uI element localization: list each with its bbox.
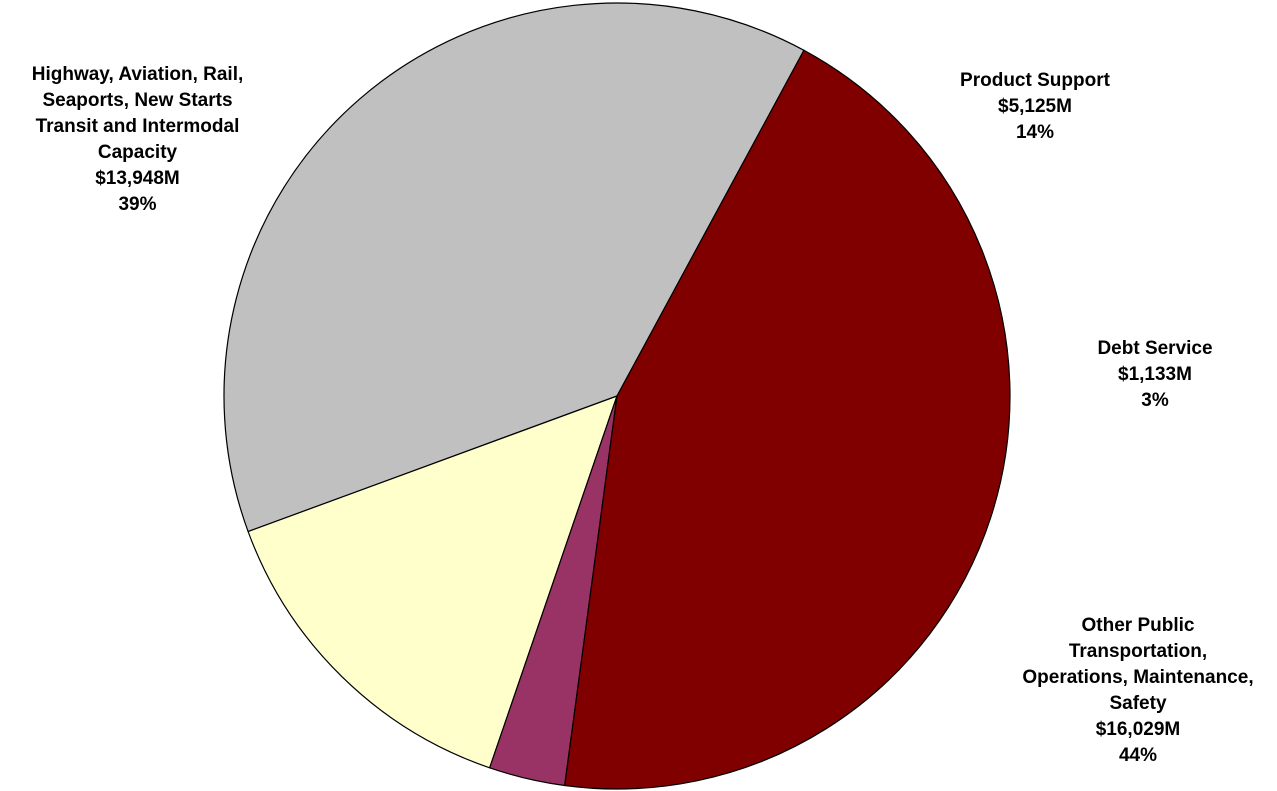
- pie-slice-highway-aviation-rail: [223, 2, 805, 533]
- label-percent: 3%: [1141, 390, 1169, 411]
- label-value: $13,948M: [95, 168, 180, 189]
- label-value: $5,125M: [998, 96, 1072, 117]
- label-value: $1,133M: [1118, 364, 1192, 385]
- label-percent: 39%: [118, 194, 157, 215]
- label-value: $16,029M: [1095, 719, 1181, 740]
- label-other-public-transportation: Other Public Transportation, Operations,…: [990, 613, 1277, 769]
- label-percent: 44%: [1118, 745, 1158, 766]
- label-line: Product Support: [960, 70, 1110, 91]
- label-highway-aviation-rail: Highway, Aviation, Rail, Seaports, New S…: [0, 62, 275, 218]
- label-product-support: Product Support $5,125M 14%: [935, 68, 1135, 146]
- label-line: Operations, Maintenance,: [1022, 667, 1254, 688]
- label-line: Debt Service: [1097, 338, 1213, 359]
- label-percent: 14%: [1015, 122, 1055, 143]
- label-line: Highway, Aviation, Rail,: [31, 64, 244, 85]
- label-line: Safety: [1109, 693, 1167, 714]
- label-debt-service: Debt Service $1,133M 3%: [1060, 336, 1250, 414]
- pie-slice-product-support: [247, 395, 618, 769]
- pie-slice-other-public-transportation: [564, 49, 1011, 790]
- label-line: Seaports, New Starts: [42, 90, 233, 111]
- label-line: Capacity: [97, 142, 178, 163]
- label-line: Transportation,: [1068, 641, 1208, 662]
- label-line: Other Public: [1081, 615, 1195, 636]
- label-line: Transit and Intermodal: [35, 116, 240, 137]
